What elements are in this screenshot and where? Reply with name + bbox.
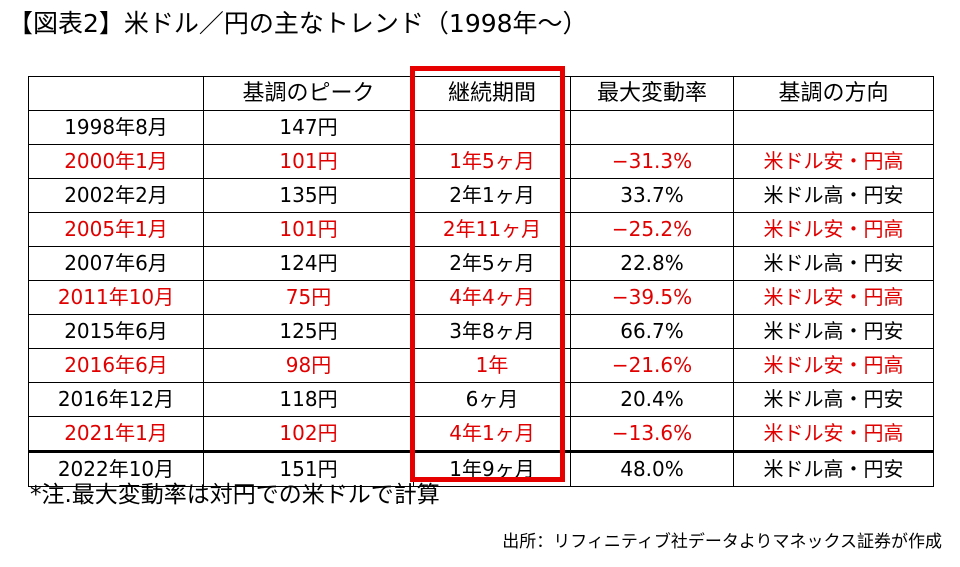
- change-cell: −39.5%: [570, 280, 734, 315]
- direction-cell: 米ドル安・円高: [733, 348, 934, 383]
- header-peak: 基調のピーク: [203, 76, 414, 111]
- direction-cell: 米ドル高・円安: [733, 314, 934, 349]
- duration-cell: 2年5ヶ月: [413, 246, 571, 281]
- peak-cell: 124円: [203, 246, 414, 281]
- table-row: 2021年1月 102円 4年1ヶ月 −13.6% 米ドル安・円高: [28, 416, 934, 452]
- date-cell: 2016年12月: [28, 382, 204, 417]
- date-cell: 2021年1月: [28, 416, 204, 452]
- table-row: 2022年10月 151円 1年9ヶ月 48.0% 米ドル高・円安: [28, 450, 934, 487]
- direction-cell: [733, 110, 934, 145]
- header-row: 基調のピーク 継続期間 最大変動率 基調の方向: [28, 76, 934, 111]
- date-cell: 2011年10月: [28, 280, 204, 315]
- date-cell: 2002年2月: [28, 178, 204, 213]
- peak-cell: 151円: [203, 450, 414, 487]
- trend-table: 基調のピーク 継続期間 最大変動率 基調の方向 1998年8月 147円 2000年1月 10…: [28, 76, 934, 487]
- header-direction: 基調の方向: [733, 76, 934, 111]
- duration-cell: 3年8ヶ月: [413, 314, 571, 349]
- direction-cell: 米ドル高・円安: [733, 450, 934, 487]
- peak-cell: 75円: [203, 280, 414, 315]
- date-cell: 2007年6月: [28, 246, 204, 281]
- peak-cell: 98円: [203, 348, 414, 383]
- table-row: 2000年1月 101円 1年5ヶ月 −31.3% 米ドル安・円高: [28, 144, 934, 179]
- change-cell: 20.4%: [570, 382, 734, 417]
- direction-cell: 米ドル高・円安: [733, 382, 934, 417]
- date-cell: 2000年1月: [28, 144, 204, 179]
- date-cell: 2016年6月: [28, 348, 204, 383]
- duration-cell: 6ヶ月: [413, 382, 571, 417]
- table-row: 2005年1月 101円 2年11ヶ月 −25.2% 米ドル安・円高: [28, 212, 934, 247]
- date-cell: 1998年8月: [28, 110, 204, 145]
- change-cell: −13.6%: [570, 416, 734, 452]
- duration-cell: 4年1ヶ月: [413, 416, 571, 452]
- date-cell: 2015年6月: [28, 314, 204, 349]
- peak-cell: 102円: [203, 416, 414, 452]
- duration-cell: 2年1ヶ月: [413, 178, 571, 213]
- change-cell: 66.7%: [570, 314, 734, 349]
- duration-cell: 2年11ヶ月: [413, 212, 571, 247]
- direction-cell: 米ドル高・円安: [733, 178, 934, 213]
- peak-cell: 135円: [203, 178, 414, 213]
- date-cell: 2022年10月: [28, 450, 204, 487]
- direction-cell: 米ドル安・円高: [733, 144, 934, 179]
- change-cell: 33.7%: [570, 178, 734, 213]
- header-duration: 継続期間: [413, 76, 571, 111]
- header-date: [28, 76, 204, 111]
- source-credit: 出所：リフィニティブ社データよりマネックス証券が作成: [502, 532, 942, 552]
- table-row: 2016年12月 118円 6ヶ月 20.4% 米ドル高・円安: [28, 382, 934, 417]
- table-row: 1998年8月 147円: [28, 110, 934, 145]
- table-row: 2015年6月 125円 3年8ヶ月 66.7% 米ドル高・円安: [28, 314, 934, 349]
- peak-cell: 118円: [203, 382, 414, 417]
- direction-cell: 米ドル安・円高: [733, 416, 934, 452]
- table-row: 2016年6月 98円 1年 −21.6% 米ドル安・円高: [28, 348, 934, 383]
- peak-cell: 101円: [203, 212, 414, 247]
- change-cell: 22.8%: [570, 246, 734, 281]
- direction-cell: 米ドル安・円高: [733, 280, 934, 315]
- table-row: 2002年2月 135円 2年1ヶ月 33.7% 米ドル高・円安: [28, 178, 934, 213]
- peak-cell: 101円: [203, 144, 414, 179]
- header-change: 最大変動率: [570, 76, 734, 111]
- change-cell: −25.2%: [570, 212, 734, 247]
- direction-cell: 米ドル安・円高: [733, 212, 934, 247]
- page-title: 【図表2】米ドル／円の主なトレンド（1998年～）: [8, 9, 588, 38]
- peak-cell: 125円: [203, 314, 414, 349]
- table-row: 2011年10月 75円 4年4ヶ月 −39.5% 米ドル安・円高: [28, 280, 934, 315]
- peak-cell: 147円: [203, 110, 414, 145]
- change-cell: −31.3%: [570, 144, 734, 179]
- duration-cell: 1年5ヶ月: [413, 144, 571, 179]
- change-cell: 48.0%: [570, 450, 734, 487]
- duration-cell: 1年: [413, 348, 571, 383]
- footnote: *注.最大変動率は対円での米ドルで計算: [30, 482, 440, 508]
- change-cell: [570, 110, 734, 145]
- date-cell: 2005年1月: [28, 212, 204, 247]
- change-cell: −21.6%: [570, 348, 734, 383]
- duration-cell: 4年4ヶ月: [413, 280, 571, 315]
- table-row: 2007年6月 124円 2年5ヶ月 22.8% 米ドル高・円安: [28, 246, 934, 281]
- duration-cell: [413, 110, 571, 145]
- direction-cell: 米ドル高・円安: [733, 246, 934, 281]
